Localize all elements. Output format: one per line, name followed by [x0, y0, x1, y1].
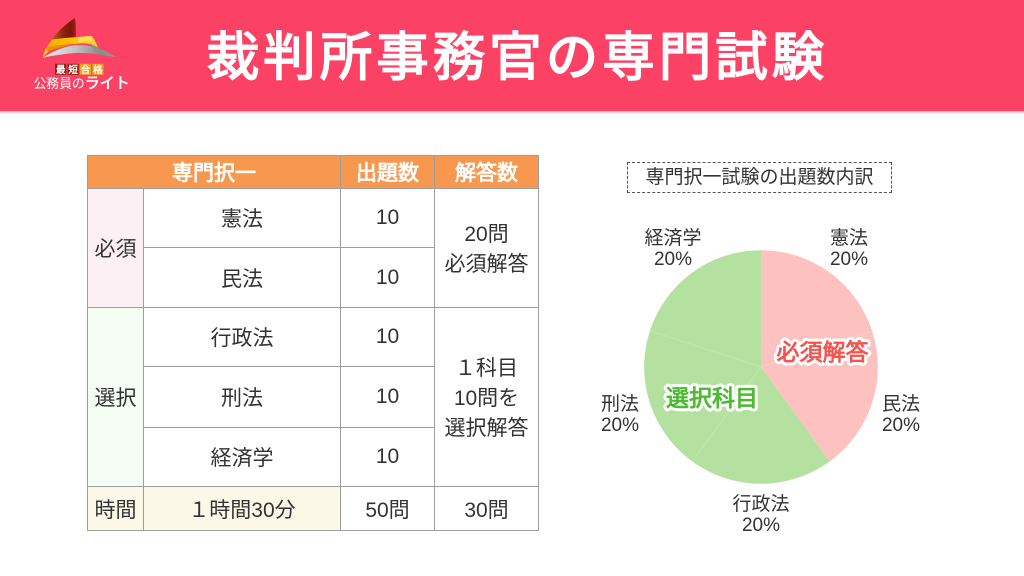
svg-text:短: 短 [67, 64, 78, 76]
svg-text:合: 合 [80, 64, 91, 76]
svg-text:公務員のライト: 公務員のライト [34, 75, 130, 92]
svg-text:必須解答: 必須解答 [777, 339, 870, 365]
svg-text:最: 最 [56, 64, 66, 76]
svg-text:格: 格 [93, 64, 103, 76]
svg-text:選択科目: 選択科目 [666, 385, 758, 411]
